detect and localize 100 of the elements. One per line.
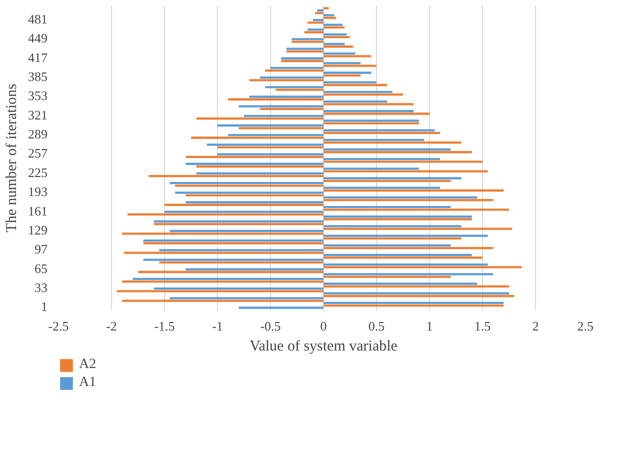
bar <box>138 270 324 274</box>
bar <box>265 86 324 88</box>
bar <box>324 33 347 36</box>
bar <box>324 206 451 208</box>
y-tick-label: 385 <box>28 68 48 84</box>
bar <box>324 26 345 29</box>
bar <box>324 304 504 307</box>
bar <box>170 182 324 184</box>
bar <box>122 232 324 235</box>
bar <box>238 127 324 130</box>
bar <box>286 48 324 50</box>
bar <box>324 273 494 276</box>
bar <box>324 16 336 19</box>
y-tick-label: 193 <box>28 184 48 200</box>
bar <box>154 287 324 290</box>
bar <box>324 256 482 259</box>
bar <box>186 162 324 165</box>
bar <box>164 204 324 206</box>
bar <box>324 151 472 154</box>
x-axis-title: Value of system variable <box>250 338 398 354</box>
bar <box>324 158 440 160</box>
bar <box>324 90 392 94</box>
bar <box>324 266 522 268</box>
bar <box>324 148 451 151</box>
x-tick-label: 0 <box>320 318 327 334</box>
bar <box>218 153 324 156</box>
bar <box>324 228 512 230</box>
x-tick-label: -0.5 <box>260 318 281 334</box>
bar <box>159 261 324 264</box>
bar <box>324 168 419 170</box>
x-tick-label: -2.5 <box>48 318 69 334</box>
bar <box>124 252 324 254</box>
y-tick-label: 225 <box>28 164 48 180</box>
bar <box>324 84 388 86</box>
bar <box>238 105 324 108</box>
bar <box>122 300 324 302</box>
bar <box>324 282 478 285</box>
y-tick-label: 417 <box>28 50 48 65</box>
y-tick-label: 97 <box>34 242 48 257</box>
bar <box>260 76 324 79</box>
x-tick-label: 1 <box>426 318 433 334</box>
bar <box>324 160 482 163</box>
bar <box>276 88 324 91</box>
bar <box>143 240 324 242</box>
bar <box>218 146 324 148</box>
bar <box>324 94 403 96</box>
y-tick-label: 321 <box>28 107 48 122</box>
bar <box>324 294 514 298</box>
bar <box>196 165 324 168</box>
bar <box>286 50 324 52</box>
bar <box>324 264 488 266</box>
bar <box>238 306 324 309</box>
bar <box>324 254 472 256</box>
bar <box>228 134 324 136</box>
x-tick-label: -2 <box>106 318 117 334</box>
bar <box>324 52 356 55</box>
bar <box>324 199 494 202</box>
bar <box>324 74 361 76</box>
y-tick-label: 449 <box>28 30 48 46</box>
bar <box>324 129 435 132</box>
bar <box>324 218 472 220</box>
bar <box>324 64 376 67</box>
bar <box>324 112 430 115</box>
bar <box>324 55 372 58</box>
x-tick-label: 0.5 <box>368 318 385 334</box>
bar <box>206 144 324 146</box>
bar <box>170 230 324 232</box>
bar <box>324 62 361 64</box>
bar <box>148 175 324 178</box>
y-tick-label: 353 <box>28 88 48 104</box>
bar <box>154 220 324 222</box>
bar <box>324 42 345 46</box>
y-axis-title: The number of iterations <box>4 83 20 232</box>
bar <box>186 156 324 158</box>
y-tick-label: 33 <box>34 280 48 295</box>
bar <box>324 170 488 172</box>
bar <box>324 141 462 144</box>
bar <box>122 280 324 283</box>
bar <box>324 103 414 106</box>
bar <box>324 36 350 38</box>
x-tick-label: -1.5 <box>154 318 175 334</box>
bar <box>312 18 324 22</box>
y-tick-label: 129 <box>28 222 48 238</box>
bar <box>324 276 451 278</box>
y-tick-label: 1 <box>41 299 48 314</box>
bar <box>196 117 324 120</box>
bar <box>324 180 451 182</box>
bar <box>324 100 388 103</box>
x-tick-label: -1 <box>212 318 223 334</box>
bar <box>175 184 324 187</box>
bar <box>324 138 424 141</box>
bar <box>324 225 462 228</box>
bar <box>191 136 324 139</box>
bar <box>186 201 324 204</box>
bar <box>324 7 329 10</box>
bar <box>324 81 376 84</box>
bar <box>324 14 334 16</box>
bar <box>260 108 324 110</box>
x-tick-label: 2.5 <box>577 318 594 334</box>
bar <box>324 237 462 240</box>
